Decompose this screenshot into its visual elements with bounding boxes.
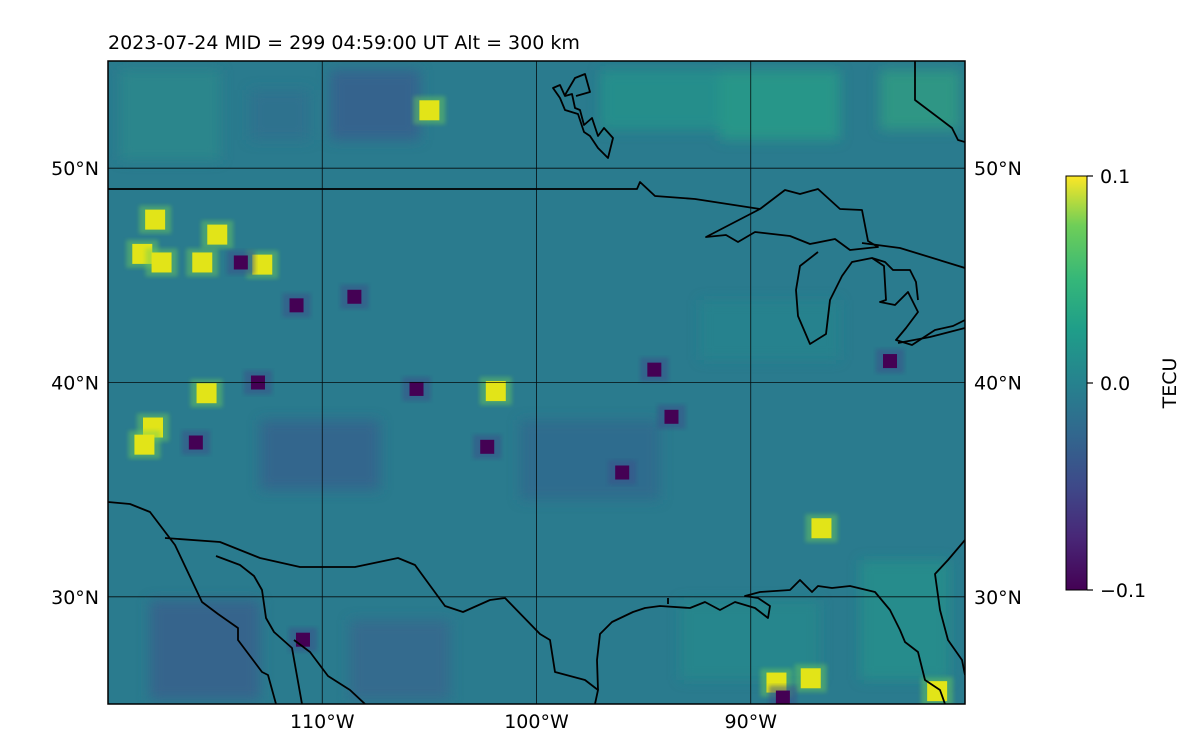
negative-anomaly-cell xyxy=(409,381,424,396)
lat-tick-label-left: 40°N xyxy=(51,373,99,395)
colorbar: 0.1 0.0 −0.1 TECU xyxy=(1065,166,1181,602)
negative-anomalies xyxy=(181,250,905,704)
gridlines xyxy=(108,61,965,704)
positive-anomaly-cell xyxy=(811,518,832,539)
positive-anomaly-cell xyxy=(134,434,155,455)
positive-anomaly-cell xyxy=(485,381,506,402)
plot-frame xyxy=(107,60,966,705)
coastlines xyxy=(108,61,965,704)
latitude-tick-labels: 50°N 50°N 40°N 40°N 30°N 30°N xyxy=(51,158,1022,609)
colorbar-gradient xyxy=(1065,175,1088,591)
negative-anomaly-cell xyxy=(775,690,790,704)
negative-anomaly-cell xyxy=(188,435,203,450)
negative-anomaly-cell xyxy=(347,289,362,304)
longitude-tick-labels: 110°W 100°W 90°W xyxy=(290,711,777,733)
lat-tick-label-right: 40°N xyxy=(974,373,1022,395)
lat-tick-label-left: 50°N xyxy=(51,158,99,180)
colorbar-ticks: 0.1 0.0 −0.1 xyxy=(1087,166,1146,602)
negative-anomaly-cell xyxy=(233,255,248,270)
positive-anomaly-cell xyxy=(252,254,273,275)
colorbar-tick-label: −0.1 xyxy=(1100,580,1146,602)
colorbar-tick-label: 0.1 xyxy=(1100,166,1130,188)
positive-anomalies xyxy=(126,96,954,704)
lon-tick-label: 110°W xyxy=(290,711,355,733)
positive-anomaly-cell xyxy=(800,668,821,689)
positive-anomaly-cell xyxy=(196,383,217,404)
positive-anomaly-cell xyxy=(151,252,172,273)
negative-anomaly-cell xyxy=(289,298,304,313)
negative-anomaly-cell xyxy=(480,439,495,454)
lat-tick-label-left: 30°N xyxy=(51,587,99,609)
negative-anomaly-cell xyxy=(883,354,898,369)
lat-tick-label-right: 50°N xyxy=(974,158,1022,180)
colorbar-tick-label: 0.0 xyxy=(1100,373,1130,395)
negative-anomaly-cell xyxy=(615,465,630,480)
positive-anomaly-cell xyxy=(192,252,213,273)
positive-anomaly-cell xyxy=(207,224,228,245)
positive-anomaly-cell xyxy=(419,100,440,121)
lon-tick-label: 90°W xyxy=(725,711,778,733)
positive-anomaly-cell xyxy=(145,209,166,230)
lat-tick-label-right: 30°N xyxy=(974,587,1022,609)
negative-anomaly-cell xyxy=(664,409,679,424)
negative-anomaly-cell xyxy=(647,362,662,377)
plot-title: 2023-07-24 MID = 299 04:59:00 UT Alt = 3… xyxy=(108,32,580,54)
lon-tick-label: 100°W xyxy=(504,711,569,733)
negative-anomaly-cell xyxy=(295,632,310,647)
colorbar-label: TECU xyxy=(1159,358,1181,410)
